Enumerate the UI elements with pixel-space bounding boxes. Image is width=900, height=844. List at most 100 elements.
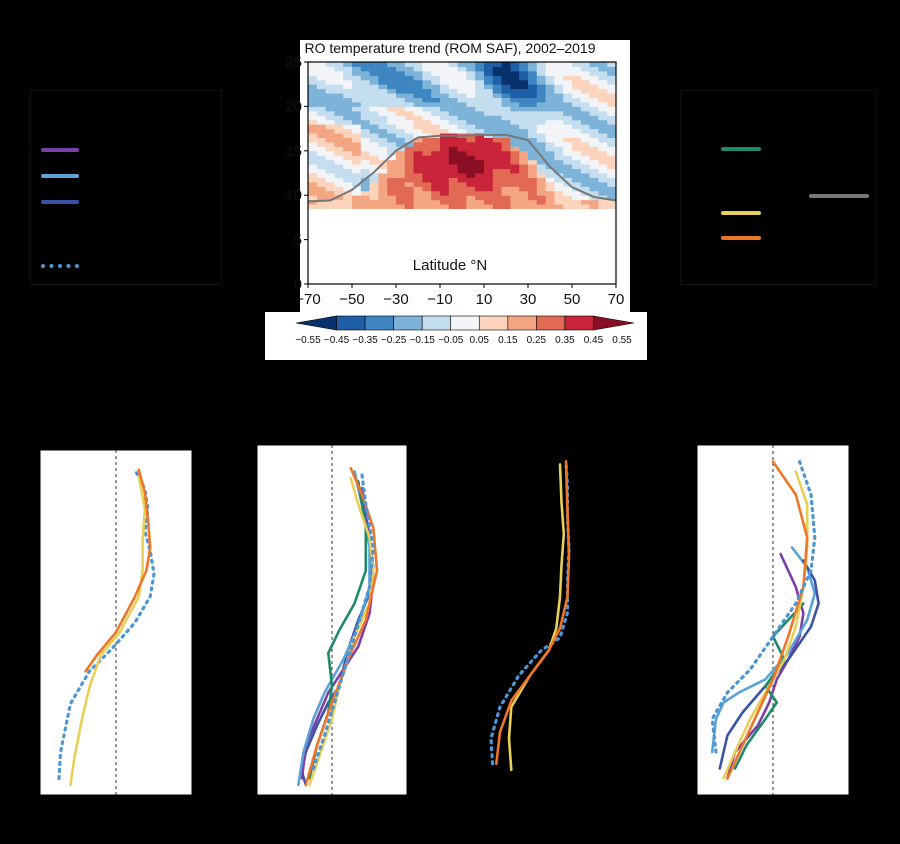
- heatmap-cell: [404, 93, 415, 99]
- heatmap-cell: [316, 84, 327, 90]
- heatmap-cell: [360, 79, 371, 85]
- heatmap-cell: [501, 204, 511, 210]
- heatmap-cell: [360, 164, 371, 170]
- heatmap-cell: [343, 159, 353, 165]
- heatmap-cell: [466, 155, 476, 161]
- heatmap-cell: [396, 75, 406, 81]
- heatmap-cell: [484, 155, 494, 161]
- heatmap-cell: [440, 164, 450, 170]
- heatmap-cell: [554, 79, 564, 85]
- heatmap-cell: [334, 199, 344, 205]
- heatmap-cell: [343, 204, 353, 210]
- heatmap-cell: [536, 93, 547, 99]
- heatmap-cell: [607, 110, 617, 116]
- heatmap-cell: [492, 97, 503, 103]
- heatmap-cell: [431, 119, 441, 125]
- heatmap-cell: [536, 124, 547, 130]
- heatmap-cell: [457, 84, 467, 90]
- heatmap-cell: [457, 195, 467, 201]
- heatmap-cell: [360, 168, 371, 174]
- heatmap-cell: [352, 146, 362, 152]
- colorbar-tick-label: 0.35: [555, 335, 575, 346]
- heatmap-cell: [510, 168, 520, 174]
- heatmap-cell: [598, 181, 608, 187]
- heatmap-cell: [431, 62, 441, 67]
- heatmap-cell: [360, 62, 371, 67]
- heatmap-cell: [343, 150, 353, 156]
- heatmap-cell: [528, 168, 538, 174]
- heatmap-cell: [589, 79, 599, 85]
- heatmap-cell: [475, 97, 485, 103]
- heatmap-cell: [387, 101, 397, 107]
- heatmap-cell: [501, 168, 511, 174]
- heatmap-cell: [563, 177, 573, 183]
- heatmap-cell: [501, 199, 511, 205]
- heatmap-cell: [308, 141, 318, 147]
- heatmap-cell: [572, 168, 582, 174]
- heatmap-cell: [440, 177, 450, 183]
- heatmap-cell: [308, 204, 318, 210]
- heatmap-cell: [387, 177, 397, 183]
- heatmap-cell: [457, 181, 467, 187]
- heatmap-cell: [545, 79, 555, 85]
- heatmap-cell: [422, 177, 432, 183]
- heatmap-cell: [510, 199, 520, 205]
- heatmap-cell: [466, 66, 476, 72]
- heatmap-cell: [484, 150, 494, 156]
- profile-panel-3: [489, 459, 571, 772]
- heatmap-cell: [413, 106, 423, 112]
- heatmap-cell: [484, 159, 494, 165]
- heatmap-cell: [572, 146, 582, 152]
- heatmap-cell: [519, 150, 529, 156]
- heatmap-cell: [334, 133, 344, 138]
- heatmap-cell: [580, 124, 591, 130]
- heatmap-cell: [580, 168, 591, 174]
- heatmap-cell: [343, 128, 353, 134]
- heatmap-cell: [457, 199, 467, 205]
- heatmap-cell: [545, 70, 555, 76]
- heatmap-cell: [589, 168, 599, 174]
- heatmap-cell: [352, 177, 362, 183]
- heatmap-cell: [431, 93, 441, 99]
- heatmap-cell: [492, 186, 503, 192]
- profile-panel-frame: [39, 449, 193, 796]
- heatmap-cell: [484, 110, 494, 116]
- heatmap-cell: [519, 204, 529, 210]
- heatmap-cell: [607, 115, 617, 121]
- heatmap-cell: [352, 155, 362, 161]
- heatmap-x-tick-label: −10: [427, 291, 452, 308]
- heatmap-cell: [589, 97, 599, 103]
- heatmap-cell: [589, 101, 599, 107]
- heatmap-cell: [501, 79, 511, 85]
- heatmap-cell: [413, 119, 423, 125]
- heatmap-cell: [580, 150, 591, 156]
- heatmap-cell: [501, 159, 511, 165]
- colorbar-segment: [507, 315, 537, 331]
- heatmap-cell: [572, 75, 582, 81]
- heatmap-cell: [325, 97, 335, 103]
- heatmap-cell: [589, 173, 599, 178]
- heatmap-cell: [369, 159, 379, 165]
- profile-series-dotted-blue: [311, 473, 375, 771]
- heatmap-cell: [545, 115, 555, 121]
- heatmap-cell: [563, 190, 573, 196]
- heatmap-cell: [378, 66, 388, 72]
- heatmap-cell: [598, 146, 608, 152]
- heatmap-cell: [492, 93, 503, 99]
- heatmap-cell: [404, 97, 415, 103]
- heatmap-cell: [369, 150, 379, 156]
- heatmap-cell: [325, 79, 335, 85]
- heatmap-cell: [369, 199, 379, 205]
- heatmap-cell: [607, 186, 617, 192]
- heatmap-cell: [457, 124, 467, 130]
- heatmap-cell: [396, 124, 406, 130]
- heatmap-cell: [352, 115, 362, 121]
- heatmap-cell: [404, 181, 415, 187]
- heatmap-cell: [378, 195, 388, 201]
- heatmap-cell: [369, 195, 379, 201]
- heatmap-cell: [316, 155, 327, 161]
- heatmap-cell: [369, 88, 379, 94]
- heatmap-cell: [448, 195, 459, 201]
- heatmap-y-tick-label: 0: [294, 276, 302, 293]
- heatmap-panel: RO temperature trend (ROM SAF), 2002–201…: [265, 40, 647, 360]
